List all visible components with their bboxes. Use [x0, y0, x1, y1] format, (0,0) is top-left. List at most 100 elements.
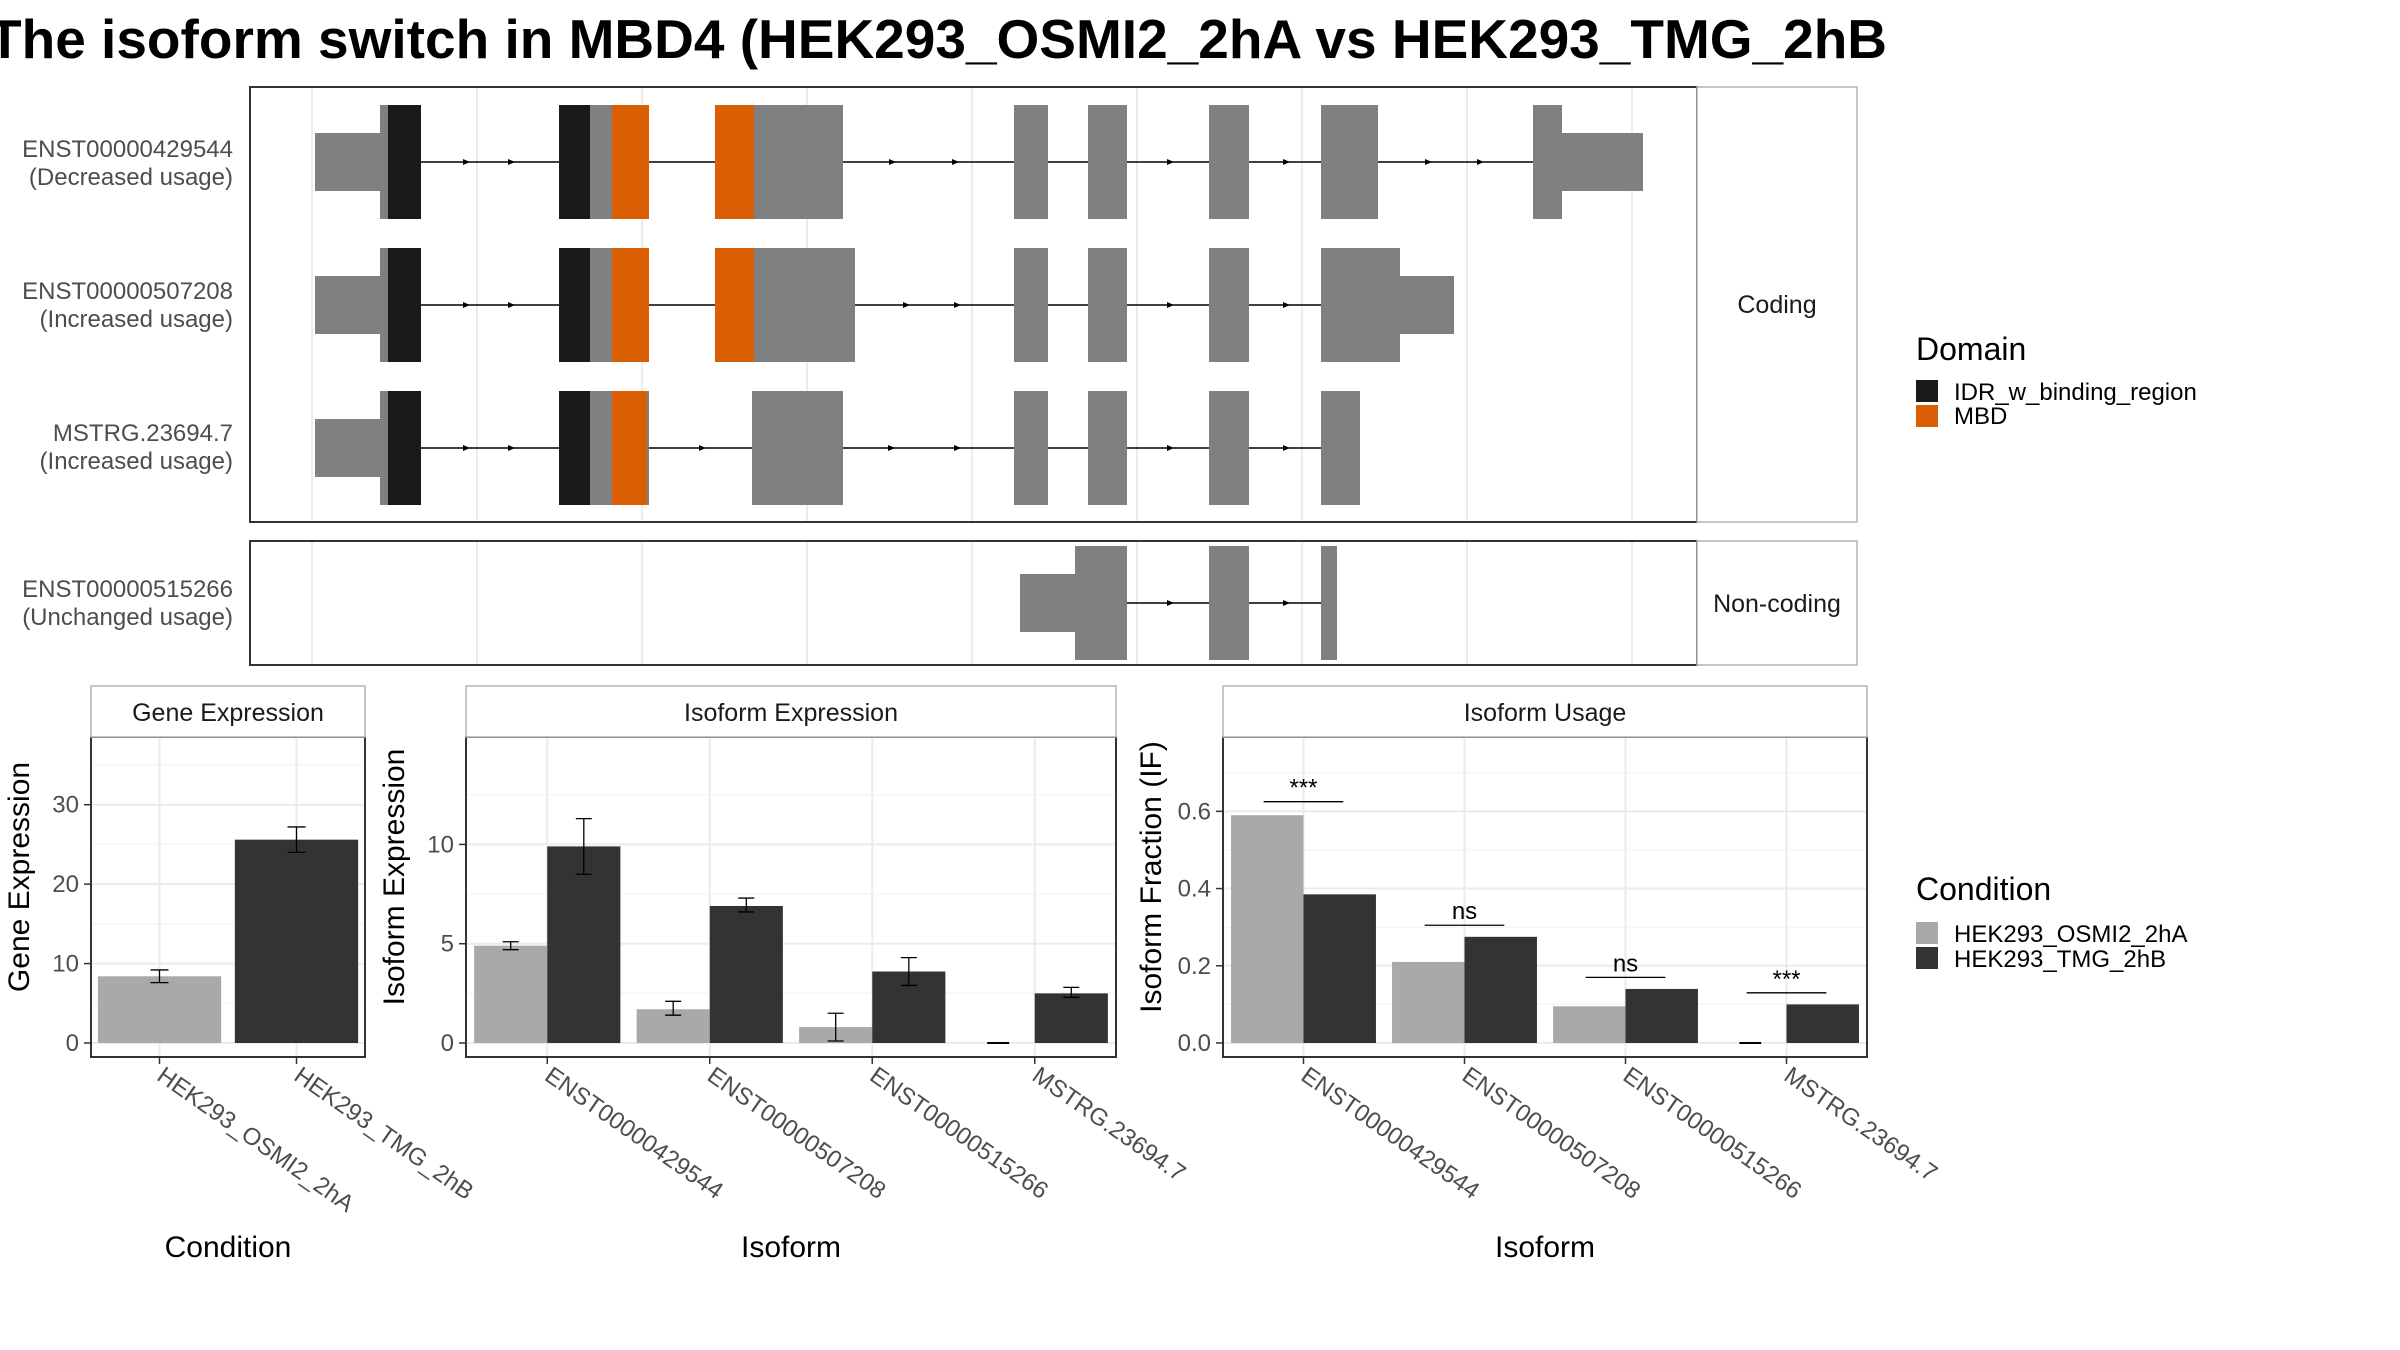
coding-exon: [1209, 105, 1249, 219]
y-tick-label: 0.0: [1178, 1030, 1211, 1057]
coding-exon: [1321, 546, 1337, 660]
x-tick-label: ENST00000507208: [702, 1062, 890, 1205]
x-axis-title: Isoform: [1495, 1231, 1595, 1264]
coding-exon: [647, 391, 649, 505]
intron-arrow: [463, 302, 470, 308]
noncoding-strip-label: Non-coding: [1713, 590, 1841, 618]
intron-arrow: [463, 445, 470, 451]
condition-legend-title: Condition: [1916, 871, 2051, 907]
y-tick-label: 0: [441, 1030, 454, 1057]
intron-arrow: [699, 445, 706, 451]
coding-exon: [1088, 105, 1127, 219]
coding-exon: [1088, 248, 1127, 362]
intron-arrow: [889, 159, 896, 165]
transcript-id-2: ENST00000507208: [22, 278, 233, 305]
transcript-id-1: ENST00000429544: [22, 136, 233, 163]
significance-label: ***: [1289, 775, 1317, 802]
x-axis-title: Condition: [165, 1231, 292, 1264]
intron-arrow: [1425, 159, 1432, 165]
y-tick-label: 0.2: [1178, 953, 1211, 980]
idr-domain: [559, 248, 590, 362]
transcript-status-3: (Increased usage): [40, 448, 233, 475]
transcript-id-3: MSTRG.23694.7: [53, 420, 233, 447]
intron-arrow: [508, 445, 515, 451]
utr-exon: [1020, 574, 1075, 632]
y-axis-title: Gene Expression: [3, 762, 36, 992]
coding-exon: [754, 248, 855, 362]
bar: [97, 976, 222, 1043]
x-tick-label: ENST00000429544: [1296, 1062, 1484, 1205]
intron-arrow: [903, 302, 910, 308]
mbd-domain: [715, 105, 754, 219]
idr-domain: [559, 391, 590, 505]
isoform-usage-panel: 0.0 0.2 0.4 0.6 *** ns ns *** Isoform Usage ENST0…: [1135, 685, 1942, 1264]
bar: [1392, 961, 1465, 1043]
coding-exon: [754, 105, 843, 219]
legend-swatch-cond-b: [1916, 947, 1938, 969]
intron-arrow: [1167, 445, 1174, 451]
significance-label: ns: [1452, 898, 1477, 925]
transcript-status-1: (Decreased usage): [29, 164, 233, 191]
y-tick-label: 0.6: [1178, 798, 1211, 825]
x-tick-label: ENST00000429544: [540, 1062, 728, 1205]
noncoding-tracks: [1020, 546, 1337, 660]
y-tick-label: 20: [52, 871, 79, 898]
coding-strip-label: Coding: [1737, 291, 1816, 319]
coding-exon: [1209, 248, 1249, 362]
coding-exon: [1321, 248, 1400, 362]
legend-label-idr: IDR_w_binding_region: [1954, 379, 2197, 406]
transcript-status-4: (Unchanged usage): [22, 604, 233, 631]
utr-exon: [1562, 133, 1643, 191]
domain-legend-title: Domain: [1916, 331, 2026, 367]
significance-label: ***: [1772, 966, 1800, 993]
noncoding-panel: Non-coding: [249, 540, 1858, 666]
transcript-status-2: (Increased usage): [40, 306, 233, 333]
mbd-domain: [715, 248, 754, 362]
coding-exon: [1088, 391, 1127, 505]
coding-exon: [590, 105, 612, 219]
noncoding-strip: [1696, 540, 1858, 666]
transcript-id-4: ENST00000515266: [22, 576, 233, 603]
legend-label-mbd: MBD: [1954, 403, 2007, 430]
panel-strip-title: Isoform Usage: [1464, 699, 1627, 727]
legend-label-cond-b: HEK293_TMG_2hB: [1954, 946, 2166, 973]
legend-label-cond-a: HEK293_OSMI2_2hA: [1954, 921, 2187, 948]
intron-arrow: [1167, 159, 1174, 165]
legend-swatch-cond-a: [1916, 922, 1938, 944]
idr-domain: [388, 105, 421, 219]
coding-exon: [1209, 391, 1249, 505]
coding-exon: [1014, 105, 1048, 219]
x-tick-label: ENST00000515266: [865, 1062, 1053, 1205]
coding-exon: [1321, 391, 1360, 505]
bar: [1303, 894, 1376, 1043]
coding-exon: [752, 391, 843, 505]
intron-arrow: [1167, 302, 1174, 308]
mbd-domain: [612, 391, 647, 505]
x-tick-label: ENST00000507208: [1457, 1062, 1645, 1205]
coding-exon: [1321, 105, 1378, 219]
intron-arrow: [1283, 445, 1290, 451]
intron-arrow: [888, 445, 895, 451]
noncoding-panel-frame: [249, 540, 1698, 666]
intron-arrow: [1167, 600, 1174, 606]
idr-domain: [388, 391, 421, 505]
significance-label: ns: [1613, 950, 1638, 977]
coding-exon: [590, 248, 612, 362]
bar: [1625, 988, 1698, 1043]
transcript-labels: ENST00000429544 (Decreased usage) ENST00…: [22, 136, 233, 631]
y-axis-title: Isoform Fraction (IF): [1135, 741, 1168, 1013]
coding-exon: [1014, 248, 1048, 362]
y-tick-label: 10: [427, 831, 454, 858]
mbd-domain: [612, 248, 649, 362]
mbd-domain: [612, 105, 649, 219]
coding-exon: [1209, 546, 1249, 660]
intron-arrow: [952, 159, 959, 165]
utr-exon: [1400, 276, 1454, 334]
y-tick-label: 5: [441, 931, 454, 958]
y-axis-title: Isoform Expression: [378, 749, 411, 1006]
intron-arrow: [1283, 600, 1290, 606]
condition-legend: Condition HEK293_OSMI2_2hA HEK293_TMG_2h…: [1916, 871, 2187, 973]
coding-strip: [1696, 86, 1858, 523]
x-tick-label: MSTRG.23694.7: [1779, 1062, 1942, 1187]
